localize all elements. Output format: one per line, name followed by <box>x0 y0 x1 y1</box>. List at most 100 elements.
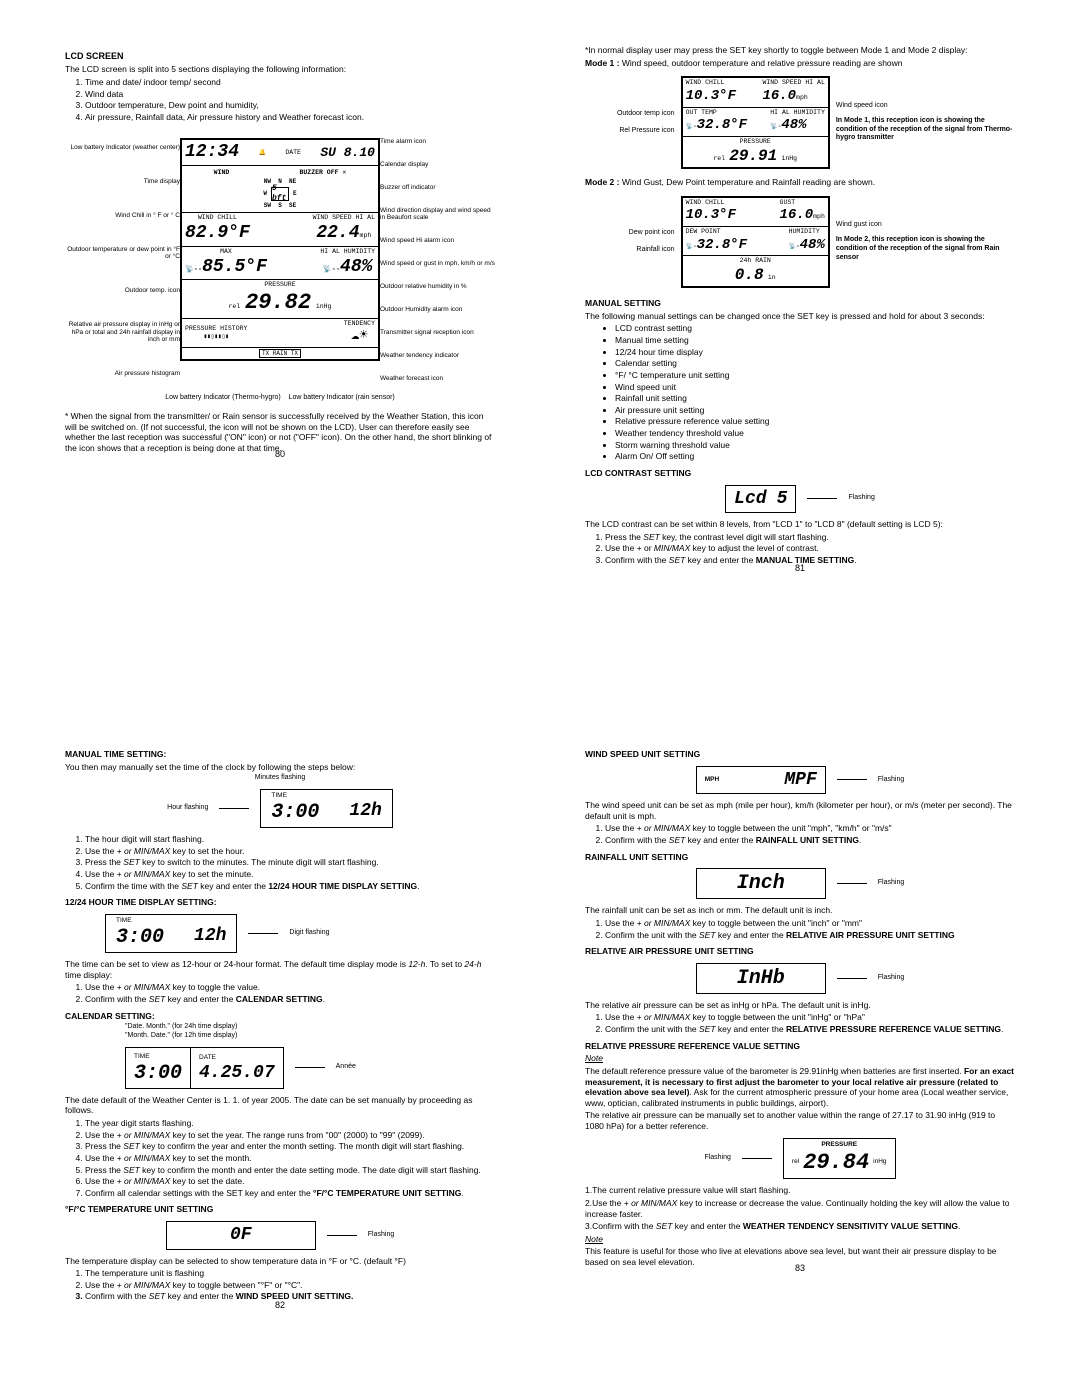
label: inHg <box>781 155 797 162</box>
list-item: Use the + or MIN/MAX key to adjust the l… <box>605 543 1015 554</box>
list-item: Press the SET key to confirm the month a… <box>85 1165 495 1176</box>
annotation-label: Calendar display <box>380 161 428 168</box>
list-item: Confirm with the SET key and enter the C… <box>85 994 495 1005</box>
annotation-label: Année <box>336 1063 356 1072</box>
lcd-sections-list: Time and date/ indoor temp/ second Wind … <box>85 77 495 123</box>
label: HI AL HUMIDITY <box>320 248 375 256</box>
list-item: Wind data <box>85 89 495 100</box>
label: WIND CHILL <box>686 199 725 206</box>
list-item: Use the + or MIN/MAX key to toggle betwe… <box>605 918 1015 929</box>
mode2-text: Mode 2 : Wind Gust, Dew Point temperatur… <box>585 177 1015 188</box>
list-item: Confirm the unit with the SET key and en… <box>605 1024 1015 1035</box>
label: HI AL HUMIDITY <box>770 109 825 116</box>
label: 24h RAIN <box>740 257 771 265</box>
list-item: Use the + or MIN/MAX key to set the hour… <box>85 846 495 857</box>
page-81: *In normal display user may press the SE… <box>560 0 1040 585</box>
list-item: Use the + or MIN/MAX key to toggle betwe… <box>605 823 1015 834</box>
annotation-label: Flashing <box>368 1231 394 1240</box>
label: MPH <box>705 776 719 784</box>
annotation-label: Buzzer off indicator <box>380 184 436 191</box>
lcd-screen-title: LCD SCREEN <box>65 51 495 62</box>
annotation-label: Air pressure histogram <box>115 370 180 377</box>
ref-step-1: 1.The current relative pressure value wi… <box>585 1185 1015 1196</box>
list-item: Air pressure unit setting <box>615 405 1015 416</box>
h1224-steps: Use the + or MIN/MAX key to toggle the v… <box>85 982 495 1004</box>
annotation-label: Transmitter signal reception icon <box>380 329 474 336</box>
text: Wind Gust, Dew Point temperature and Rai… <box>622 177 875 187</box>
label: Mode 2 : <box>585 177 619 187</box>
rain-diagram: Inch Flashing <box>585 868 1015 899</box>
label: rel <box>229 303 241 310</box>
list-item: Calendar setting <box>615 358 1015 369</box>
list-item: Confirm the time with the SET key and en… <box>85 881 495 892</box>
manual-time-title: MANUAL TIME SETTING: <box>65 749 495 760</box>
lcd-intro: The LCD screen is split into 5 sections … <box>65 64 495 75</box>
ref-value-title: RELATIVE PRESSURE REFERENCE VALUE SETTIN… <box>585 1041 1015 1052</box>
format-value: 12h <box>194 925 226 950</box>
h1224-diagram: TIME 3:00 12h Digit flashing <box>105 914 495 953</box>
mode2-diagram: Dew point icon Rainfall icon WIND CHILL1… <box>585 192 1015 293</box>
pressure-intro: The relative air pressure can be set as … <box>585 1000 1015 1011</box>
contrast-diagram: Lcd 5 Flashing <box>585 485 1015 514</box>
annotation-label: Outdoor temp. icon <box>125 287 180 294</box>
annotation-label: Outdoor temperature or dew point in °F o… <box>65 246 180 260</box>
page-82: MANUAL TIME SETTING: You then may manual… <box>40 698 520 1321</box>
pressure-diagram: InHb Flashing <box>585 963 1015 994</box>
annotation-label: Relative air pressure display in inHg or… <box>65 321 180 342</box>
wind-unit-title: WIND SPEED UNIT SETTING <box>585 749 1015 760</box>
annotation-label: Weather forecast icon <box>380 375 443 382</box>
annotation-label: Low battery Indicator (weather center) <box>71 144 180 151</box>
footnote: * When the signal from the transmitter/ … <box>65 411 495 454</box>
calendar-diagram: TIME 3:00 DATE 4.25.07 Année <box>125 1047 495 1089</box>
page-number: 81 <box>560 563 1040 574</box>
manual-time-intro: You then may manually set the time of th… <box>65 762 495 773</box>
value: 0.8 <box>735 266 764 284</box>
annotation-label: "Date. Month." (for 24h time display) <box>125 1023 495 1032</box>
bottom-annotations: Low battery Indicator (Thermo-hygro) Low… <box>65 394 495 403</box>
list-item: Confirm with the SET key and enter the R… <box>605 835 1015 846</box>
label: inHg <box>316 303 332 310</box>
list-item: Use the + or MIN/MAX key to set the mont… <box>85 1153 495 1164</box>
rain-steps: Use the + or MIN/MAX key to toggle betwe… <box>605 918 1015 940</box>
annotation-label: Weather tendency indicator <box>380 352 459 359</box>
date-value: 4.25.07 <box>199 1063 275 1083</box>
annotation-label: Wind speed or gust in mph, km/h or m/s <box>380 260 495 267</box>
rain-intro: The rainfall unit can be set as inch or … <box>585 905 1015 916</box>
value: 10.3°F <box>686 207 736 223</box>
annotation-label: Wind gust icon <box>836 221 1015 230</box>
value: 16.0 <box>762 88 796 104</box>
label: mph <box>796 94 808 101</box>
temp-diagram: 0F Flashing <box>65 1221 495 1250</box>
time-diagram: Hour flashing TIME 3:00 12h <box>65 789 495 828</box>
label: mph <box>360 232 372 239</box>
note-label: Note <box>585 1234 603 1244</box>
annotation-label: Wind Chill in ° F or ° C <box>115 212 180 219</box>
label: in <box>768 274 776 281</box>
annotation-label: Flashing <box>878 776 904 785</box>
wind-unit-value: MPF <box>784 769 816 792</box>
label: PRESSURE HISTORY <box>185 325 247 333</box>
list-item: Press the SET key to confirm the year an… <box>85 1141 495 1152</box>
label: TX RAIN TX <box>259 349 301 359</box>
label: MAX <box>220 248 232 256</box>
annotation-label: In Mode 1, this reception icon is showin… <box>836 117 1015 143</box>
list-item: Use the + or MIN/MAX key to set the year… <box>85 1130 495 1141</box>
temp-intro: The temperature display can be selected … <box>65 1256 495 1267</box>
annotation-label: Rel Pressure icon <box>585 127 675 136</box>
time-steps: The hour digit will start flashing. Use … <box>85 834 495 891</box>
contrast-steps: Press the SET key, the contrast level di… <box>605 532 1015 566</box>
calendar-intro: The date default of the Weather Center i… <box>65 1095 495 1116</box>
annotation-label: Low battery Indicator (Thermo-hygro) <box>165 394 281 401</box>
label: HUMIDITY <box>789 228 820 235</box>
contrast-intro: The LCD contrast can be set within 8 lev… <box>585 519 1015 530</box>
label: PRESSURE <box>740 138 771 146</box>
lcd-display: 12:34 🔔 DATE SU 8.10 WIND BUZZER OFF ✕ N… <box>180 138 380 361</box>
annotation-label: Digit flashing <box>289 929 329 938</box>
page-number: 82 <box>40 1300 520 1311</box>
annotation-label: Flashing <box>848 494 874 503</box>
manual-setting-list: LCD contrast setting Manual time setting… <box>615 323 1015 462</box>
pressure-value: 29.82 <box>245 290 311 315</box>
list-item: Confirm all calendar settings with the S… <box>85 1188 495 1199</box>
date-value: SU 8.10 <box>320 145 375 161</box>
page-number: 80 <box>40 449 520 460</box>
